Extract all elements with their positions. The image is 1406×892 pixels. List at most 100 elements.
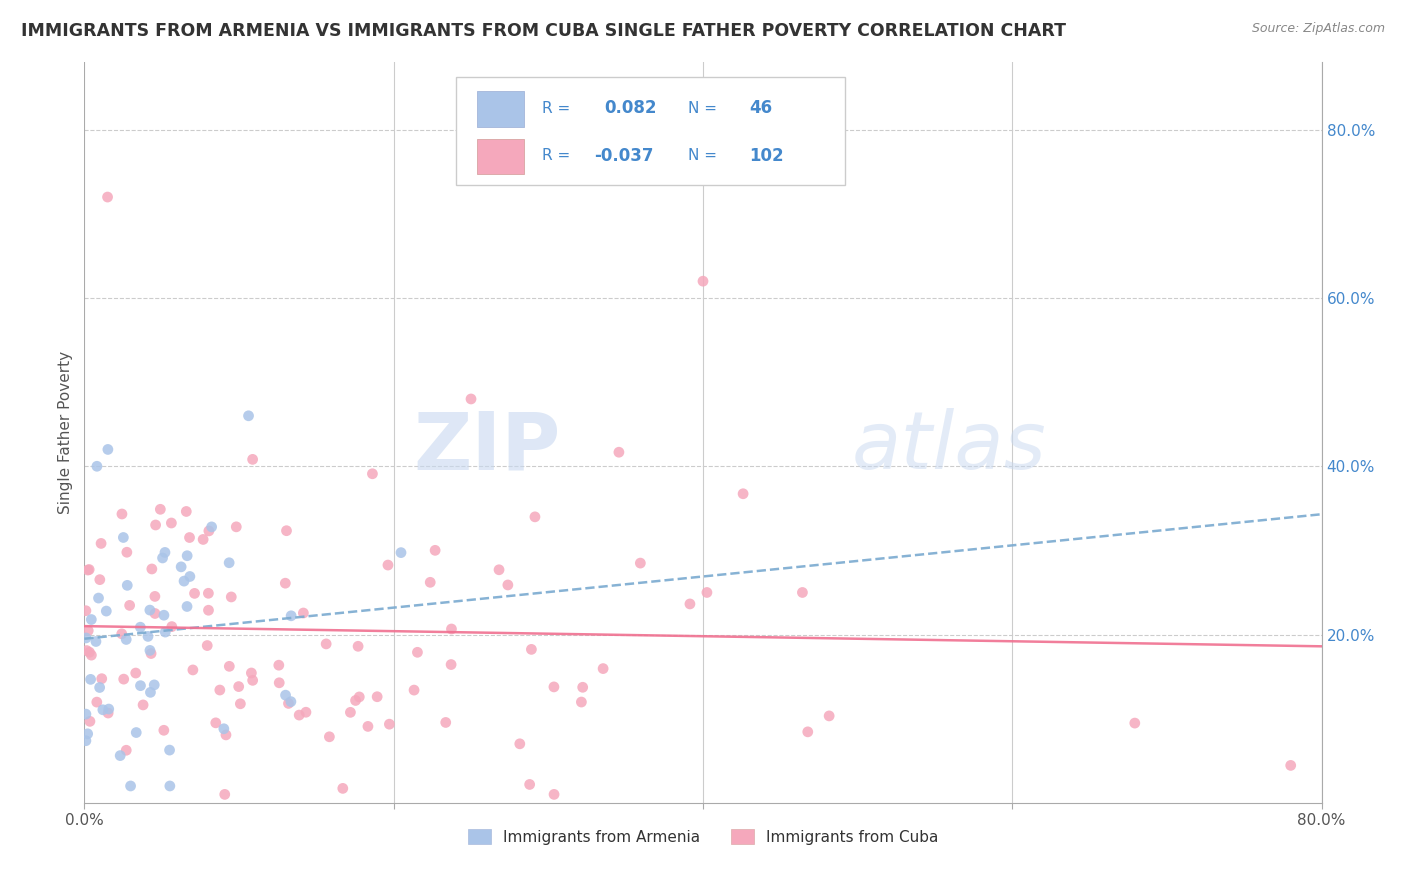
Point bbox=[1279, 758, 1302, 772]
Point bbox=[238, 409, 260, 423]
Point bbox=[229, 697, 252, 711]
Point bbox=[496, 578, 519, 592]
Point bbox=[108, 748, 131, 763]
Point bbox=[197, 586, 219, 600]
Text: Source: ZipAtlas.com: Source: ZipAtlas.com bbox=[1251, 22, 1385, 36]
Point bbox=[361, 467, 384, 481]
Point bbox=[159, 743, 181, 757]
Point bbox=[97, 706, 120, 720]
Point bbox=[87, 591, 110, 605]
Point bbox=[543, 788, 565, 802]
Point bbox=[198, 524, 221, 538]
Point bbox=[84, 634, 107, 648]
Point bbox=[170, 559, 193, 574]
Point bbox=[143, 678, 166, 692]
Point bbox=[75, 707, 97, 722]
Point bbox=[269, 675, 291, 690]
Point bbox=[344, 693, 367, 707]
Point bbox=[139, 643, 162, 657]
Point bbox=[212, 722, 235, 736]
Point bbox=[696, 585, 718, 599]
Point bbox=[80, 613, 103, 627]
Point bbox=[214, 788, 236, 802]
Point bbox=[347, 640, 370, 654]
Point bbox=[292, 606, 315, 620]
Text: R =: R = bbox=[543, 101, 571, 116]
Point bbox=[434, 715, 457, 730]
Text: N =: N = bbox=[688, 101, 717, 116]
Point bbox=[176, 599, 198, 614]
Point bbox=[152, 551, 174, 566]
Point bbox=[117, 578, 139, 592]
Point bbox=[159, 779, 181, 793]
Point bbox=[628, 556, 651, 570]
Point bbox=[132, 698, 155, 712]
Point bbox=[129, 620, 152, 634]
Point bbox=[191, 533, 214, 547]
Point bbox=[176, 549, 198, 563]
Point bbox=[76, 643, 98, 657]
Point bbox=[86, 695, 108, 709]
Point bbox=[80, 648, 103, 662]
Point bbox=[139, 685, 162, 699]
Point bbox=[318, 730, 340, 744]
Text: 102: 102 bbox=[749, 147, 783, 165]
Point bbox=[509, 737, 531, 751]
Point bbox=[218, 659, 240, 673]
Point bbox=[240, 665, 263, 680]
Point bbox=[315, 637, 337, 651]
Point bbox=[96, 190, 118, 204]
Point bbox=[111, 507, 134, 521]
Point bbox=[181, 663, 204, 677]
Point bbox=[79, 645, 101, 659]
Text: N =: N = bbox=[688, 148, 717, 163]
Point bbox=[274, 688, 297, 702]
Point bbox=[174, 504, 197, 518]
Point bbox=[419, 575, 441, 590]
Point bbox=[288, 708, 311, 723]
Point bbox=[215, 728, 238, 742]
Point bbox=[357, 719, 380, 733]
Point bbox=[183, 586, 205, 600]
Point bbox=[149, 502, 172, 516]
Point bbox=[204, 715, 226, 730]
Point bbox=[139, 647, 162, 661]
Point bbox=[406, 645, 429, 659]
Point bbox=[378, 717, 401, 731]
Point bbox=[423, 543, 446, 558]
Text: -0.037: -0.037 bbox=[595, 147, 654, 165]
Point bbox=[280, 608, 302, 623]
Point bbox=[143, 590, 166, 604]
Point bbox=[75, 604, 97, 618]
Point bbox=[155, 625, 177, 640]
Point bbox=[797, 724, 820, 739]
Point bbox=[460, 392, 482, 406]
Point bbox=[679, 597, 702, 611]
Point bbox=[440, 622, 463, 636]
Point bbox=[153, 608, 176, 623]
Point bbox=[377, 558, 399, 572]
Point bbox=[139, 603, 162, 617]
Point bbox=[125, 725, 148, 739]
Point bbox=[90, 536, 112, 550]
Text: IMMIGRANTS FROM ARMENIA VS IMMIGRANTS FROM CUBA SINGLE FATHER POVERTY CORRELATIO: IMMIGRANTS FROM ARMENIA VS IMMIGRANTS FR… bbox=[21, 22, 1066, 40]
Point bbox=[77, 624, 100, 638]
Point bbox=[79, 714, 101, 729]
Point bbox=[145, 518, 167, 533]
Bar bbox=[477, 139, 523, 175]
Point bbox=[179, 531, 201, 545]
Point bbox=[242, 673, 264, 688]
Point bbox=[242, 452, 264, 467]
Point bbox=[267, 658, 290, 673]
Point bbox=[219, 590, 242, 604]
Text: R =: R = bbox=[543, 148, 571, 163]
Point bbox=[225, 520, 247, 534]
Point bbox=[89, 681, 111, 695]
Point bbox=[218, 556, 240, 570]
Point bbox=[571, 695, 593, 709]
Point bbox=[520, 642, 543, 657]
Point bbox=[523, 509, 546, 524]
Point bbox=[488, 563, 510, 577]
Point bbox=[97, 702, 120, 716]
Point bbox=[129, 679, 152, 693]
